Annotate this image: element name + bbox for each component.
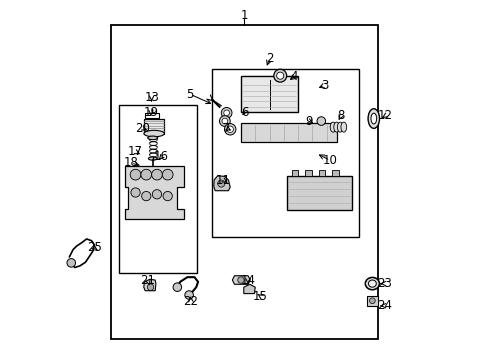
Text: 3: 3 (321, 79, 328, 92)
Text: 16: 16 (154, 150, 169, 163)
Ellipse shape (370, 113, 376, 124)
FancyBboxPatch shape (241, 123, 337, 143)
Text: 17: 17 (127, 145, 142, 158)
Circle shape (222, 118, 227, 124)
Text: 6: 6 (240, 105, 248, 119)
Text: 2: 2 (265, 52, 273, 65)
Circle shape (224, 110, 229, 116)
Text: 21: 21 (140, 274, 155, 287)
Text: 18: 18 (123, 156, 138, 169)
Circle shape (219, 116, 230, 126)
Circle shape (141, 169, 151, 180)
Circle shape (217, 180, 224, 187)
Circle shape (276, 72, 283, 79)
Circle shape (152, 190, 162, 199)
Text: 11: 11 (215, 174, 230, 186)
Circle shape (142, 192, 151, 201)
FancyBboxPatch shape (291, 170, 298, 176)
Ellipse shape (148, 157, 157, 160)
Text: 9: 9 (305, 114, 312, 127)
Circle shape (237, 277, 244, 283)
FancyBboxPatch shape (332, 170, 338, 176)
Text: 5: 5 (186, 88, 194, 101)
Circle shape (131, 188, 140, 197)
Ellipse shape (147, 136, 157, 140)
Text: 8: 8 (337, 109, 344, 122)
Text: 13: 13 (144, 91, 159, 104)
Text: 12: 12 (377, 109, 392, 122)
Ellipse shape (337, 122, 343, 132)
Text: 24: 24 (376, 299, 391, 312)
Circle shape (162, 169, 173, 180)
Text: 23: 23 (376, 277, 391, 290)
Circle shape (184, 291, 193, 299)
Text: 20: 20 (135, 122, 150, 135)
Text: 7: 7 (223, 122, 230, 135)
Text: 15: 15 (253, 289, 267, 303)
Ellipse shape (365, 277, 379, 290)
Circle shape (221, 108, 231, 118)
Ellipse shape (333, 122, 339, 132)
Circle shape (173, 283, 181, 292)
Text: 4: 4 (290, 70, 298, 83)
FancyBboxPatch shape (287, 176, 351, 210)
Polygon shape (213, 176, 230, 191)
Text: 22: 22 (183, 295, 198, 308)
Circle shape (316, 117, 325, 125)
Circle shape (67, 258, 75, 267)
Ellipse shape (340, 122, 346, 132)
FancyBboxPatch shape (145, 113, 159, 118)
Ellipse shape (367, 109, 379, 129)
FancyBboxPatch shape (366, 296, 378, 306)
Circle shape (226, 126, 233, 132)
Text: 14: 14 (240, 274, 255, 287)
Circle shape (151, 169, 162, 180)
Circle shape (130, 169, 141, 180)
Text: 10: 10 (322, 154, 337, 167)
Text: 25: 25 (87, 241, 102, 255)
Circle shape (224, 123, 235, 135)
Circle shape (273, 69, 286, 82)
FancyBboxPatch shape (241, 76, 298, 112)
Polygon shape (232, 276, 250, 284)
Ellipse shape (367, 280, 376, 287)
FancyBboxPatch shape (305, 170, 311, 176)
Circle shape (369, 298, 374, 303)
Text: 1: 1 (240, 9, 248, 22)
Ellipse shape (143, 130, 164, 137)
Polygon shape (244, 284, 255, 294)
Text: 19: 19 (143, 105, 158, 119)
FancyBboxPatch shape (318, 170, 325, 176)
Circle shape (163, 192, 172, 201)
Polygon shape (124, 166, 183, 219)
Ellipse shape (329, 122, 335, 132)
Circle shape (147, 284, 153, 291)
FancyBboxPatch shape (143, 118, 164, 134)
Polygon shape (143, 279, 156, 291)
